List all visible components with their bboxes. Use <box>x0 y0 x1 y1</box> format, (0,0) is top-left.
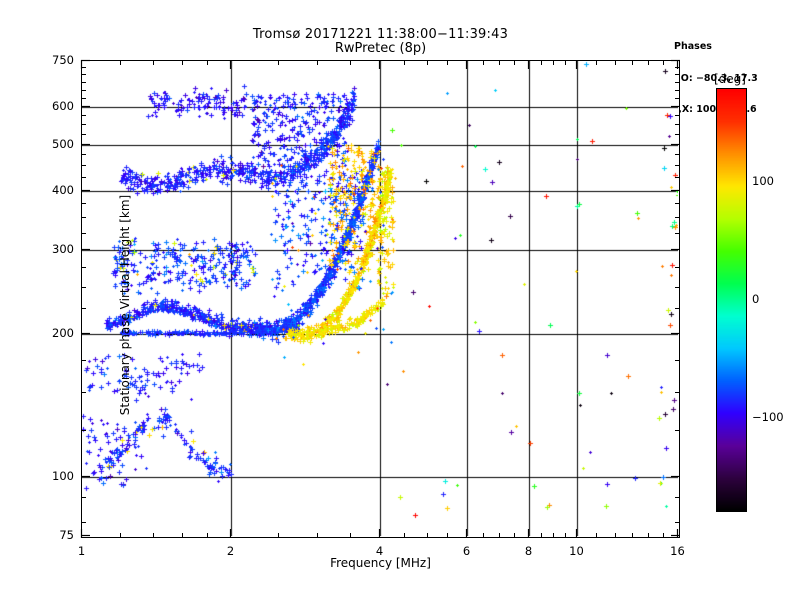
colorbar-tick-1: 0 <box>752 292 760 306</box>
colorbar-tick-2: −100 <box>752 410 784 424</box>
scatter-canvas <box>82 61 678 536</box>
y-tick-label-600: 600 <box>52 98 74 113</box>
x-tick-label-8: 8 <box>524 544 533 558</box>
y-axis-title: Stationary phase Virtual Height [km] <box>118 194 132 416</box>
y-tick-label-400: 400 <box>52 182 74 197</box>
plot-area[interactable] <box>81 60 680 538</box>
y-tick-label-200: 200 <box>52 325 74 340</box>
x-tick-label-10: 10 <box>569 544 584 558</box>
y-tick-label-500: 500 <box>52 136 74 151</box>
colorbar-unit-label: [deg] <box>714 72 746 86</box>
x-tick-label-2: 2 <box>226 544 235 558</box>
y-tick-label-75: 75 <box>59 527 74 542</box>
x-tick-label-16: 16 <box>670 544 685 558</box>
y-tick-label-100: 100 <box>52 468 74 483</box>
x-axis-title: Frequency [MHz] <box>330 556 431 570</box>
colorbar-tick-0: 100 <box>752 174 774 188</box>
y-tick-label-750: 750 <box>52 52 74 67</box>
phase-stats-heading: Phases <box>674 41 712 52</box>
x-tick-label-6: 6 <box>462 544 471 558</box>
y-tick-label-300: 300 <box>52 241 74 256</box>
colorbar <box>716 88 747 512</box>
x-tick-label-1: 1 <box>77 544 86 558</box>
plot-title-line2: RwPretec (8p) <box>334 41 427 56</box>
plot-title-line1: Tromsø 20171221 11:38:00−11:39:43 <box>252 27 509 42</box>
x-tick-label-4: 4 <box>375 544 384 558</box>
